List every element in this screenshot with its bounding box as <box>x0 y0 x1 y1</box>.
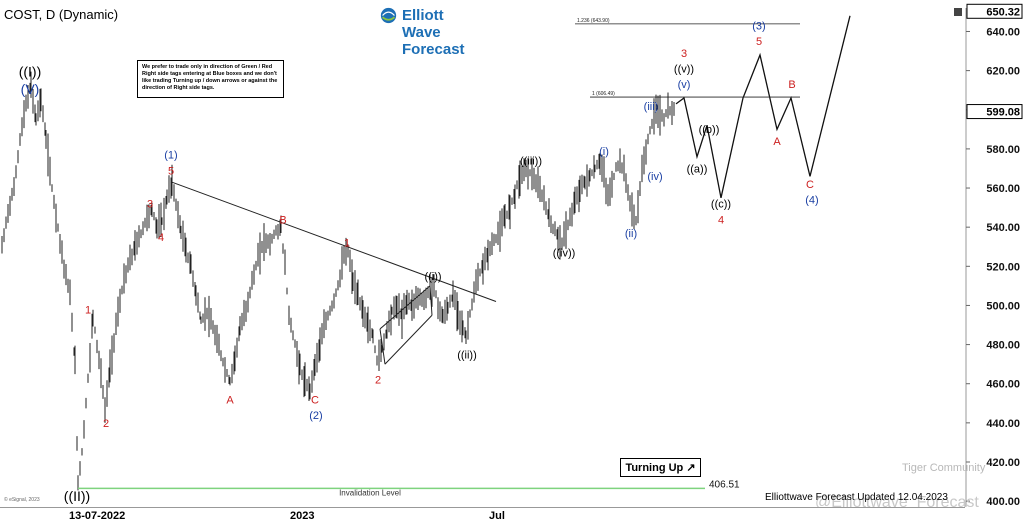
y-tick-label: 460.00 <box>986 379 1020 391</box>
wave-label: (iii) <box>644 101 659 113</box>
wave-label: (4) <box>805 195 818 207</box>
wave-label: 1 <box>344 238 350 250</box>
arrow-up-right-icon: ↗ <box>686 462 696 474</box>
price-tag-box <box>966 3 1023 19</box>
price-tag-label: 599.08 <box>986 107 1020 119</box>
wave-label: (iv) <box>647 171 662 183</box>
wave-label: ((II)) <box>64 488 90 504</box>
channel-line <box>384 314 433 365</box>
y-tick-label: 520.00 <box>986 261 1020 273</box>
x-tick-label: 2023 <box>290 510 315 522</box>
wave-label: ((I)) <box>19 63 42 79</box>
price-axis: 400.00 420.00 440.00 460.00 480.00 500.00 520.… <box>954 3 1023 508</box>
wave-label: ((ii)) <box>457 349 477 361</box>
y-tick-label: 640.00 <box>986 26 1020 38</box>
y-tick-label: 420.00 <box>986 457 1020 469</box>
fib-level-label: 1.236 (643.90) <box>577 18 610 24</box>
y-tick-label: 440.00 <box>986 418 1020 430</box>
wave-label: C <box>311 394 319 406</box>
wave-label: ((v)) <box>674 64 694 76</box>
price-bars-layer <box>1 71 675 491</box>
wave-label: (V) <box>21 81 40 97</box>
x-tick-label: 13-07-2022 <box>69 510 126 522</box>
trendline <box>171 181 497 302</box>
analysis-lines-layer: 1.236 (643.90) 1 (606.49) Invalidation Lev… <box>78 15 851 497</box>
symbol-label: COST, D (Dynamic) <box>4 7 119 22</box>
y-tick-label: 540.00 <box>986 222 1020 234</box>
y-tick-label: 560.00 <box>986 183 1020 195</box>
wave-label: (3) <box>752 21 765 33</box>
wave-label: ((i)) <box>424 271 441 283</box>
update-footer: Elliottwave Forecast Updated 12.04.2023 <box>765 492 948 503</box>
y-tick-label: 620.00 <box>986 66 1020 78</box>
y-tick-label: 580.00 <box>986 144 1020 156</box>
wave-label: B <box>279 214 286 226</box>
brand-name: Elliott Wave Forecast <box>402 7 465 58</box>
wave-label: 5 <box>168 165 174 177</box>
wave-label: ((c)) <box>711 199 731 211</box>
wave-label: (i) <box>599 146 609 158</box>
x-tick-label: Jul <box>489 510 505 522</box>
wave-label: ((b)) <box>699 124 720 136</box>
wave-label: 3 <box>681 48 687 60</box>
wave-label: B <box>788 79 795 91</box>
wave-label: ((iv)) <box>553 248 576 260</box>
y-tick-label: 500.00 <box>986 300 1020 312</box>
wave-label: (1) <box>164 150 177 162</box>
turning-label: Turning Up <box>625 462 684 474</box>
projection-path <box>675 15 851 198</box>
turning-up-badge: Turning Up ↗ <box>620 458 701 477</box>
wave-label: 4 <box>718 214 724 226</box>
wave-label: 3 <box>147 199 153 211</box>
wave-label: A <box>226 394 234 406</box>
wave-labels-layer: ((I)) (V) ((II)) 1 2 3 4 (1) 5 A B C (2) 1 2 ((i)) ((ii)… <box>19 21 819 505</box>
wave-label: C <box>806 179 814 191</box>
menu-icon <box>954 8 962 16</box>
price-tag-label: 650.32 <box>986 6 1020 18</box>
copyright: © eSignal, 2023 <box>4 497 40 503</box>
watermark-handle: @Elliottwave_Forecast <box>815 494 979 511</box>
trading-note: We prefer to trade only in direction of … <box>137 60 284 98</box>
channel-line <box>379 285 431 330</box>
wave-label: (v) <box>678 79 691 91</box>
wave-label: 2 <box>103 418 109 430</box>
invalidation-value: 406.51 <box>709 479 740 490</box>
y-tick-label: 480.00 <box>986 340 1020 352</box>
wave-label: 2 <box>375 375 381 387</box>
globe-icon <box>380 7 397 24</box>
time-axis <box>0 507 965 526</box>
wave-label: 5 <box>756 36 762 48</box>
wave-label: A <box>773 136 781 148</box>
y-tick-label: 400.00 <box>986 496 1020 508</box>
wave-label: 1 <box>85 304 91 316</box>
channel-line <box>429 285 433 316</box>
channel-line <box>379 328 386 365</box>
wave-label: (ii) <box>625 228 637 240</box>
wave-label: ((a)) <box>687 163 708 175</box>
wave-label: ((iii)) <box>520 156 542 168</box>
invalidation-label: Invalidation Level <box>339 488 401 497</box>
wave-label: 4 <box>158 232 164 244</box>
wave-label: (2) <box>309 410 322 422</box>
fib-level-label: 1 (606.49) <box>592 91 615 97</box>
watermark-tiger: Tiger Community <box>902 462 986 474</box>
price-tag-box <box>966 104 1023 120</box>
